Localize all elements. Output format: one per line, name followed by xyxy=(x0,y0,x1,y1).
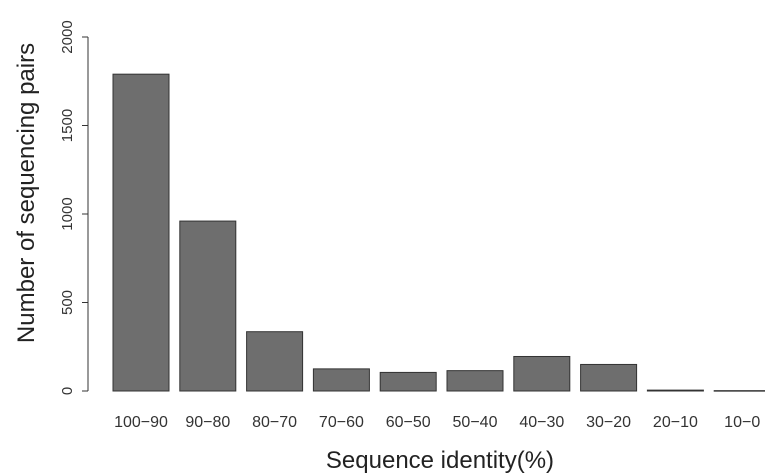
y-tick-label: 2000 xyxy=(59,20,76,53)
y-tick-label: 1000 xyxy=(59,197,76,230)
x-tick-label: 10−0 xyxy=(724,414,760,431)
x-tick-label: 50−40 xyxy=(453,414,498,431)
y-tick-label: 0 xyxy=(59,387,76,395)
bar xyxy=(312,368,370,392)
bar xyxy=(246,331,304,392)
bar xyxy=(580,363,638,392)
bar xyxy=(112,73,170,392)
y-tick-label: 500 xyxy=(59,290,76,315)
x-axis-title: Sequence identity(%) xyxy=(326,447,554,474)
bars xyxy=(112,73,765,392)
x-tick-label: 20−10 xyxy=(653,414,698,431)
bar xyxy=(513,355,571,392)
x-tick-label: 30−20 xyxy=(586,414,631,431)
bar xyxy=(446,370,504,392)
x-tick-label: 80−70 xyxy=(252,414,297,431)
x-tick-label: 100−90 xyxy=(114,414,168,431)
x-tick-label: 60−50 xyxy=(386,414,431,431)
bar xyxy=(713,390,765,392)
x-tick-label: 90−80 xyxy=(185,414,230,431)
x-tick-label: 70−60 xyxy=(319,414,364,431)
x-tick-label: 40−30 xyxy=(519,414,564,431)
bar xyxy=(646,389,704,392)
bar xyxy=(179,220,237,392)
y-axis-title: Number of sequencing pairs xyxy=(13,43,40,343)
y-tick-label: 1500 xyxy=(59,109,76,142)
bar xyxy=(379,371,437,392)
y-axis: 0 500 1000 1500 2000 xyxy=(59,20,89,395)
x-tick-labels: 100−90 90−80 80−70 70−60 60−50 50−40 40−30 30−2… xyxy=(114,414,760,431)
